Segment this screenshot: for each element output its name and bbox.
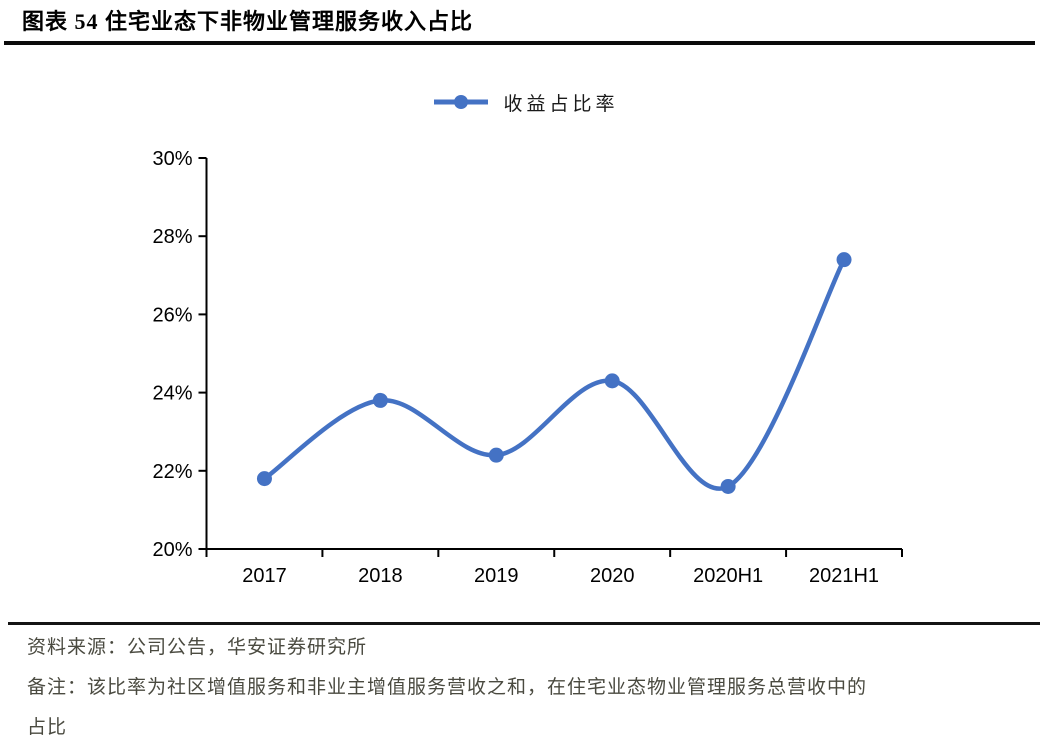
data-point-marker — [372, 392, 388, 408]
footer-rule — [8, 622, 1040, 625]
legend-line-marker-icon — [434, 95, 489, 109]
x-axis-category-label: 2019 — [474, 565, 519, 587]
chart-legend: 收益占比率 — [0, 89, 1051, 115]
y-axis-tick-label: 28% — [152, 226, 192, 248]
legend-label: 收益占比率 — [503, 93, 619, 115]
data-point-marker — [488, 447, 504, 463]
x-axis-category-label: 2017 — [242, 565, 287, 587]
data-point-marker — [256, 471, 272, 487]
data-point-marker — [604, 373, 620, 389]
figure-title: 图表 54 住宅业态下非物业管理服务收入占比 — [22, 9, 474, 34]
y-axis-tick-label: 20% — [152, 539, 192, 561]
y-axis-tick-label: 24% — [152, 383, 192, 405]
line-chart: 20% 22% 24% 26% 28% 30% 2017 2018 2019 2020 2020H1… — [152, 148, 903, 587]
note-text-line2: 占比 — [27, 717, 68, 738]
x-axis-category-label: 2020 — [590, 565, 635, 587]
data-point-marker — [836, 252, 852, 268]
x-axis-category-label: 2020H1 — [693, 565, 763, 587]
series-line — [262, 257, 847, 491]
y-axis-tick-label: 30% — [152, 148, 192, 170]
x-axis-category-label: 2021H1 — [809, 565, 879, 587]
x-axis-category-label: 2018 — [358, 565, 403, 587]
y-axis-tick-label: 22% — [152, 461, 192, 483]
data-point-marker — [720, 478, 736, 494]
note-text-line1: 备注：该比率为社区增值服务和非业主增值服务营收之和，在住宅业态物业管理服务总营收… — [27, 677, 868, 698]
title-rule — [4, 41, 1035, 45]
source-text: 资料来源：公司公告，华安证券研究所 — [27, 637, 368, 658]
y-axis-tick-label: 26% — [152, 304, 192, 326]
